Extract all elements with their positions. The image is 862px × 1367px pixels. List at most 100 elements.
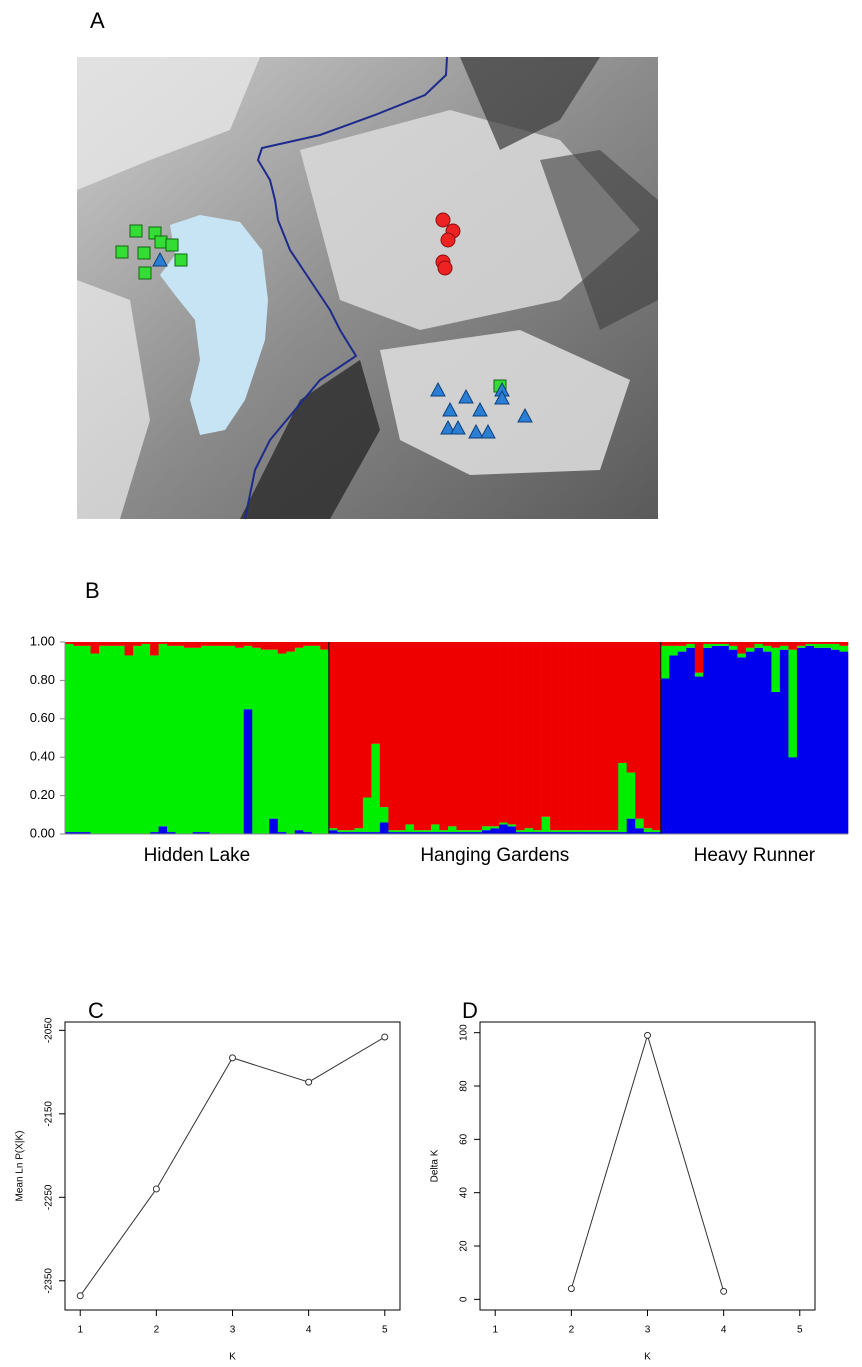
bar-segment xyxy=(754,648,763,834)
bar-segment xyxy=(550,830,559,832)
y-tick-label: 0.20 xyxy=(30,787,55,802)
bar-segment xyxy=(627,773,636,819)
bar-segment xyxy=(567,642,576,830)
bar-segment xyxy=(448,642,457,826)
bar-segment xyxy=(822,648,831,834)
bar-segment xyxy=(448,826,457,832)
bar-segment xyxy=(729,650,738,834)
bar-segment xyxy=(380,642,389,807)
panel-label: B xyxy=(85,578,100,603)
bar-segment xyxy=(822,642,831,644)
bar-segment xyxy=(397,642,406,830)
bar-segment xyxy=(831,642,840,644)
y-tick-label: -2250 xyxy=(44,1184,55,1210)
bar-segment xyxy=(65,642,74,644)
bar-segment xyxy=(329,642,338,828)
y-tick-label: -2150 xyxy=(44,1101,55,1127)
plot-frame xyxy=(65,1022,400,1310)
bar-segment xyxy=(116,646,125,834)
bar-segment xyxy=(176,642,185,646)
bar-segment xyxy=(303,642,312,646)
bar-segment xyxy=(576,642,585,830)
bar-segment xyxy=(814,644,823,648)
bar-segment xyxy=(559,830,568,832)
point xyxy=(306,1079,312,1085)
bar-segment xyxy=(210,646,219,834)
bar-segment xyxy=(797,648,806,834)
bar-segment xyxy=(269,819,278,834)
bar-segment xyxy=(839,652,848,834)
bar-segment xyxy=(610,830,619,832)
bar-segment xyxy=(839,642,848,646)
bar-segment xyxy=(371,642,380,744)
bar-segment xyxy=(65,644,74,832)
bar-segment xyxy=(286,642,295,652)
bar-segment xyxy=(712,642,721,644)
bar-segment xyxy=(278,654,287,833)
bar-segment xyxy=(814,648,823,834)
bar-segment xyxy=(635,828,644,834)
bar-segment xyxy=(354,828,363,832)
bar-segment xyxy=(227,642,236,646)
bar-segment xyxy=(244,642,253,646)
bar-segment xyxy=(822,644,831,648)
site xyxy=(438,261,452,275)
line xyxy=(571,1035,723,1291)
site xyxy=(130,225,142,237)
y-tick-label: 40 xyxy=(459,1187,470,1199)
bar-segment xyxy=(167,642,176,646)
panel-label: C xyxy=(88,998,104,1023)
bar-segment xyxy=(474,642,483,830)
bar-segment xyxy=(499,642,508,822)
bar-segment xyxy=(150,642,159,655)
site xyxy=(139,267,151,279)
bar-segment xyxy=(431,642,440,824)
bar-segment xyxy=(269,650,278,819)
bar-segment xyxy=(516,830,525,832)
bar-segment xyxy=(754,642,763,644)
bar-segment xyxy=(610,642,619,830)
bar-segment xyxy=(788,650,797,758)
site xyxy=(436,213,450,227)
bar-segment xyxy=(465,642,474,830)
bar-segment xyxy=(320,642,329,650)
y-tick-label: 20 xyxy=(459,1240,470,1252)
bar-segment xyxy=(831,650,840,834)
bar-segment xyxy=(295,642,304,648)
y-tick-label: 80 xyxy=(459,1080,470,1092)
x-tick-label: 3 xyxy=(645,1325,651,1336)
bar-segment xyxy=(618,763,627,832)
bar-segment xyxy=(652,830,661,832)
bar-segment xyxy=(457,830,466,832)
bar-segment xyxy=(703,644,712,648)
bar-segment xyxy=(499,822,508,824)
bar-segment xyxy=(635,642,644,819)
bar-segment xyxy=(499,824,508,834)
bar-segment xyxy=(805,646,814,834)
bar-segment xyxy=(397,830,406,832)
bar-segment xyxy=(142,644,151,834)
bar-segment xyxy=(805,644,814,646)
y-tick-label: -2350 xyxy=(44,1268,55,1294)
bar-segment xyxy=(593,830,602,832)
bar-segment xyxy=(457,642,466,830)
panel-label: D xyxy=(462,998,478,1023)
bar-segment xyxy=(337,830,346,832)
bar-segment xyxy=(737,642,746,654)
bar-segment xyxy=(729,642,738,646)
bar-segment xyxy=(601,830,610,832)
bar-segment xyxy=(269,642,278,650)
point xyxy=(77,1293,83,1299)
point xyxy=(645,1032,651,1038)
bar-segment xyxy=(686,642,695,644)
bar-segment xyxy=(363,798,372,833)
bar-segment xyxy=(346,642,355,830)
bar-segment xyxy=(346,830,355,832)
bar-segment xyxy=(354,642,363,828)
bar-segment xyxy=(525,642,534,828)
bar-segment xyxy=(261,650,270,834)
bar-segment xyxy=(508,824,517,826)
bar-segment xyxy=(754,644,763,648)
line xyxy=(80,1037,385,1296)
bar-segment xyxy=(474,830,483,832)
